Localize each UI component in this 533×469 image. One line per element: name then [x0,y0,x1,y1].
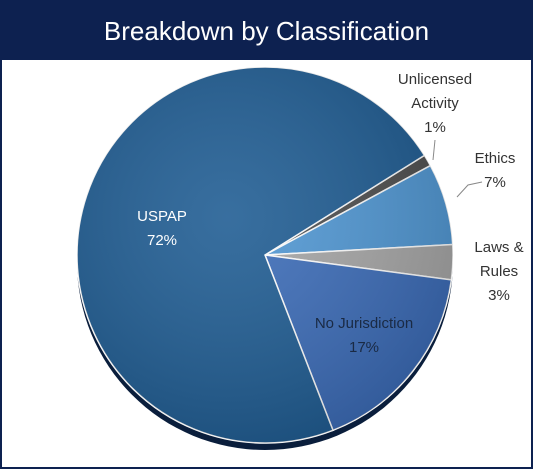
slice-label: Ethics [474,150,516,167]
leader-line [456,181,483,198]
slice-value-label: 72% [146,232,178,249]
slice-label: USPAP [137,208,187,225]
slice-value-label: 7% [484,174,506,191]
chart-title: Breakdown by Classification [2,2,531,60]
leader-line [432,139,436,161]
slice-value-label: 1% [424,119,446,136]
slice-value-label: 3% [488,287,510,304]
slice-label: No Jurisdiction [314,315,414,332]
slice-value-label: 17% [348,339,380,356]
slice-label: Unlicensed Activity [397,71,473,112]
slice-label: Laws & Rules [474,239,524,280]
